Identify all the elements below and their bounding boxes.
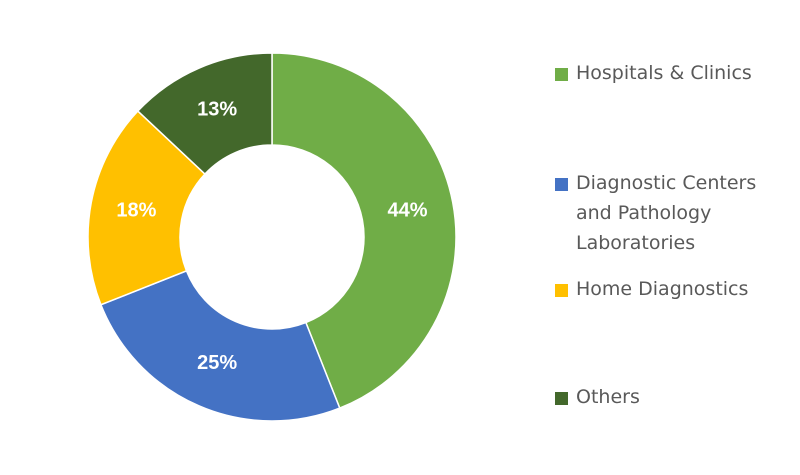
value-label: 18%: [116, 199, 156, 221]
legend-swatch: [555, 392, 568, 405]
legend-swatch: [555, 68, 568, 81]
donut-slice: [136, 52, 273, 176]
legend-item: Home Diagnostics: [555, 278, 795, 304]
legend-label: Hospitals & Clinics: [576, 62, 752, 84]
value-label: 13%: [197, 99, 237, 121]
legend-item: Others: [555, 386, 795, 412]
legend-item: Hospitals & Clinics: [555, 62, 795, 88]
donut-slice: [99, 269, 341, 422]
donut-slice: [271, 52, 457, 410]
value-label: 25%: [197, 352, 237, 374]
legend-label: Others: [576, 386, 640, 408]
value-label: 44%: [388, 199, 428, 221]
donut-slice: [87, 109, 206, 306]
legend-label: Diagnostic Centers and Pathology Laborat…: [576, 172, 757, 254]
legend-swatch: [555, 178, 568, 191]
legend-label: Home Diagnostics: [576, 278, 749, 300]
legend-swatch: [555, 284, 568, 297]
legend-item: Diagnostic Centers and Pathology Laborat…: [555, 172, 795, 258]
